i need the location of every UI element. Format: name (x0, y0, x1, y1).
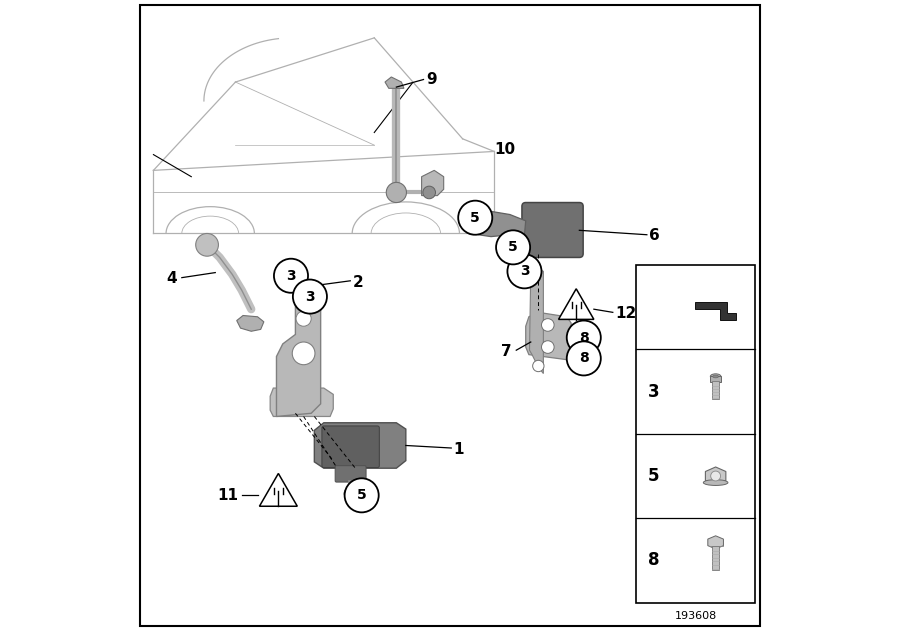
Text: 5: 5 (471, 211, 480, 225)
Circle shape (423, 186, 436, 199)
Circle shape (345, 478, 379, 512)
Bar (712, 381, 719, 399)
Polygon shape (529, 268, 544, 374)
Text: 1: 1 (454, 442, 464, 457)
Polygon shape (237, 316, 264, 331)
Text: 8: 8 (579, 351, 589, 365)
Bar (710, 376, 721, 382)
Text: 9: 9 (426, 72, 436, 87)
Polygon shape (559, 289, 594, 319)
Polygon shape (695, 302, 736, 320)
Text: 2: 2 (353, 274, 364, 290)
Circle shape (542, 341, 554, 353)
Circle shape (458, 201, 492, 235)
Ellipse shape (703, 480, 728, 485)
Circle shape (533, 360, 544, 372)
Text: 5: 5 (356, 488, 366, 502)
Circle shape (296, 311, 311, 326)
Text: 12: 12 (616, 306, 636, 321)
Polygon shape (707, 536, 724, 549)
Text: 10: 10 (494, 142, 516, 157)
Text: 11: 11 (218, 488, 238, 503)
Text: 8: 8 (647, 551, 659, 569)
FancyBboxPatch shape (335, 466, 366, 482)
FancyBboxPatch shape (322, 426, 379, 468)
Bar (712, 546, 719, 570)
Text: 5: 5 (647, 467, 659, 485)
Circle shape (292, 342, 315, 365)
Text: 4: 4 (166, 271, 177, 286)
Circle shape (542, 319, 554, 331)
Text: 3: 3 (305, 290, 315, 304)
Ellipse shape (710, 374, 721, 379)
Circle shape (195, 233, 219, 256)
Circle shape (274, 259, 308, 293)
Bar (636, 265, 755, 603)
Text: 3: 3 (647, 382, 659, 401)
Text: 7: 7 (501, 344, 512, 359)
Polygon shape (270, 388, 333, 416)
Polygon shape (706, 467, 726, 485)
Ellipse shape (713, 375, 718, 378)
Text: 5: 5 (508, 240, 518, 254)
Polygon shape (385, 77, 404, 88)
Text: 8: 8 (579, 331, 589, 345)
Polygon shape (314, 423, 406, 468)
Circle shape (386, 182, 407, 203)
Polygon shape (276, 287, 320, 416)
Text: 3: 3 (286, 269, 296, 283)
Text: 193608: 193608 (674, 611, 716, 622)
Circle shape (567, 341, 601, 375)
Polygon shape (259, 473, 297, 506)
Circle shape (464, 220, 480, 235)
Circle shape (344, 488, 354, 498)
Text: 6: 6 (650, 228, 660, 244)
Circle shape (508, 254, 542, 288)
Circle shape (292, 280, 327, 314)
Circle shape (567, 321, 601, 355)
Text: 3: 3 (519, 264, 529, 278)
Polygon shape (526, 312, 572, 360)
Circle shape (496, 230, 530, 264)
Polygon shape (472, 211, 526, 237)
Polygon shape (421, 170, 444, 196)
FancyBboxPatch shape (522, 203, 583, 257)
Circle shape (711, 471, 721, 481)
